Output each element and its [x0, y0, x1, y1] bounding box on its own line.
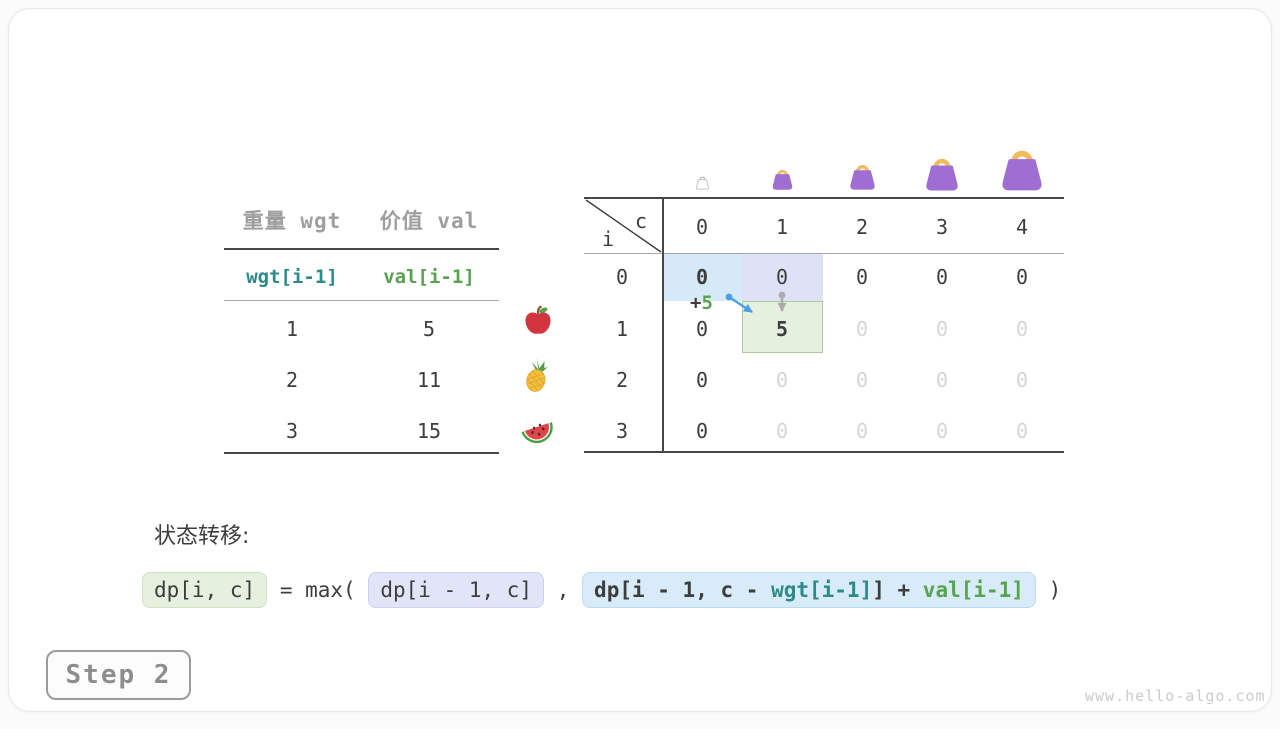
watermark: www.hello-algo.com	[1085, 687, 1266, 705]
dp-cell-r0-c0: 0	[695, 265, 709, 289]
blue-transition-arrow	[728, 295, 753, 314]
dp-cell-r0-c3: 0	[935, 265, 949, 289]
formula-equals-sign: =	[279, 578, 293, 602]
items-index-val: val[i-1]	[383, 266, 475, 288]
item-3-weight: 3	[285, 419, 299, 443]
dp-transition-annotation: +5	[690, 292, 713, 314]
item-3-value: 15	[416, 419, 442, 443]
dp-row-header-1: 1	[615, 317, 629, 341]
dp-cell-highlight-blue	[664, 254, 742, 301]
arg2-wgt-term: wgt[i-1]	[771, 578, 873, 602]
items-table-rule-bottom	[224, 452, 499, 454]
dp-cell-r0-c2: 0	[855, 265, 869, 289]
bag-icon-capacity-1	[770, 165, 795, 190]
dp-cell-r0-c4: 0	[1015, 265, 1029, 289]
dp-col-header-3: 3	[935, 215, 949, 239]
dp-row-header-0: 0	[615, 265, 629, 289]
dp-table-rule-top	[584, 197, 1064, 199]
dp-col-header-2: 2	[855, 215, 869, 239]
item-2-value: 11	[416, 368, 442, 392]
dp-col-header-4: 4	[1015, 215, 1029, 239]
dp-col-header-0: 0	[695, 215, 709, 239]
dp-cell-r2-c4: 0	[1015, 368, 1029, 392]
formula-arg2-chip: dp[i - 1, c - wgt[i-1]] + val[i-1]	[582, 572, 1036, 608]
dp-corner-row-var: i	[601, 227, 615, 251]
figure-card: 重量 wgt 价值 val wgt[i-1] val[i-1] 1 5 2 11…	[8, 8, 1272, 712]
dp-cell-r1-c3: 0	[935, 317, 949, 341]
dp-cell-r3-c2: 0	[855, 419, 869, 443]
dp-row-header-3: 3	[615, 419, 629, 443]
formula-space-4	[1036, 578, 1049, 602]
dp-table-rule-header	[584, 253, 1064, 254]
dp-corner-col-var: c	[634, 209, 648, 233]
item-2-weight: 2	[285, 368, 299, 392]
transition-label: 状态转移:	[154, 524, 250, 549]
annotation-value: 5	[701, 292, 713, 314]
items-col-header-weight: 重量 wgt	[242, 209, 342, 233]
items-table-rule-mid	[224, 300, 499, 301]
items-table-rule-top	[224, 248, 499, 250]
dp-corner-diagonal	[585, 199, 662, 253]
formula-space-3	[569, 578, 582, 602]
dp-cell-r1-c2: 0	[855, 317, 869, 341]
formula-lhs-chip: dp[i, c]	[142, 572, 268, 608]
formula-arg1-chip: dp[i - 1, c]	[368, 572, 545, 608]
dp-cell-r2-c3: 0	[935, 368, 949, 392]
step-badge: Step 2	[46, 650, 191, 700]
transition-formula: dp[i, c] = max( dp[i - 1, c] , dp[i - 1,…	[142, 569, 1061, 611]
dp-table-rule-vertical	[662, 197, 664, 453]
bag-icon-capacity-3	[922, 151, 962, 191]
formula-max-open	[292, 578, 305, 602]
items-col-header-value: 价值 val	[379, 209, 479, 233]
item-1-value: 5	[422, 317, 436, 341]
dp-col-header-1: 1	[775, 215, 789, 239]
item-1-weight: 1	[285, 317, 299, 341]
arrows-overlay	[585, 199, 787, 314]
dp-cell-r3-c3: 0	[935, 419, 949, 443]
formula-comma: ,	[556, 578, 570, 602]
dp-table-rule-bottom	[584, 451, 1064, 453]
dp-cell-r1-c4: 0	[1015, 317, 1029, 341]
watermelon-icon	[518, 411, 556, 445]
formula-close-paren: )	[1048, 578, 1062, 602]
apple-icon	[522, 305, 554, 337]
formula-space-1	[356, 578, 369, 602]
items-index-wgt: wgt[i-1]	[246, 266, 338, 288]
dp-cell-r0-c1: 0	[775, 265, 789, 289]
arg2-prefix: dp[i - 1, c -	[594, 578, 772, 602]
dp-cell-r3-c1: 0	[775, 419, 789, 443]
bag-icon-capacity-2	[847, 159, 878, 190]
arg2-mid: ] +	[872, 578, 923, 602]
annotation-plus: +	[690, 292, 702, 314]
dp-cell-r3-c0: 0	[695, 419, 709, 443]
bag-icon-capacity-4	[997, 141, 1047, 191]
dp-cell-r1-c1: 5	[775, 317, 789, 341]
dp-row-header-2: 2	[615, 368, 629, 392]
formula-equals	[267, 578, 280, 602]
dp-cell-r3-c4: 0	[1015, 419, 1029, 443]
dp-cell-r2-c0: 0	[695, 368, 709, 392]
dp-cell-r1-c0: 0	[695, 317, 709, 341]
dp-cell-r2-c1: 0	[775, 368, 789, 392]
pineapple-icon	[520, 357, 554, 393]
arg2-val-term: val[i-1]	[922, 578, 1024, 602]
formula-space-2	[544, 578, 557, 602]
formula-max: max(	[305, 578, 356, 602]
dp-cell-r2-c2: 0	[855, 368, 869, 392]
bag-icon-capacity-0	[694, 173, 711, 190]
